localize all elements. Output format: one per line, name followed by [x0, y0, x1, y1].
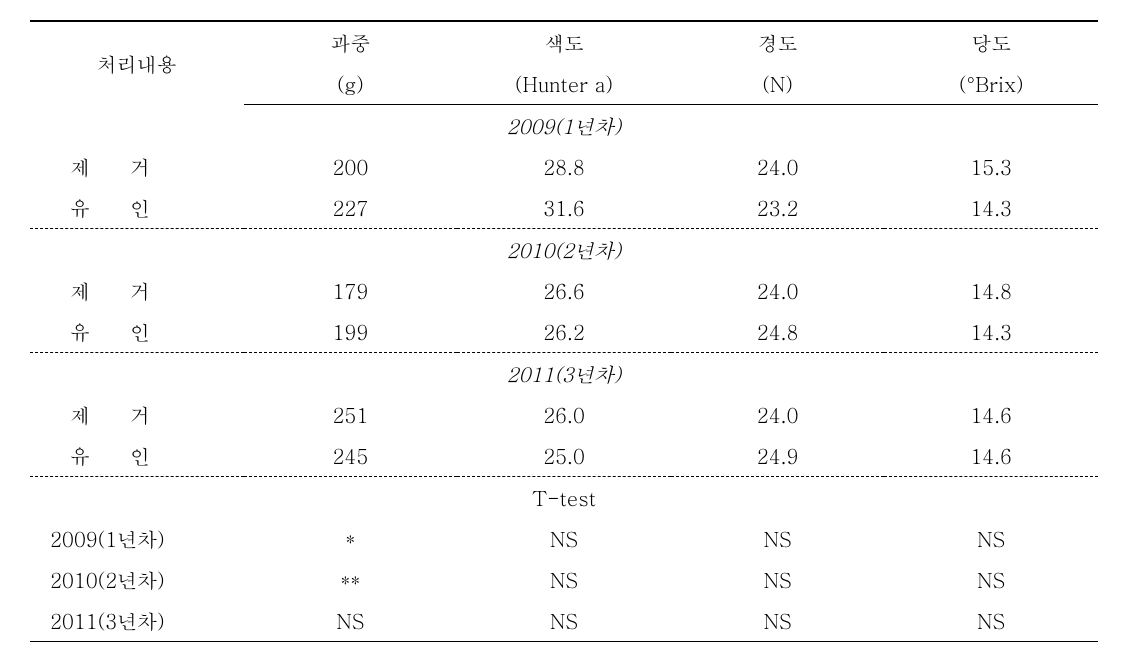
ttest-weight: NS	[244, 600, 458, 642]
cell-sugar: 14.3	[884, 187, 1098, 229]
cell-treatment: 제 거	[70, 276, 150, 305]
section-2009: 2009(1년차)	[30, 105, 1098, 147]
cell-hardness: 24.0	[671, 394, 885, 435]
ttest-hardness: NS	[671, 600, 885, 642]
cell-sugar: 14.3	[884, 311, 1098, 353]
table-row: 제 거 200 28.8 24.0 15.3	[30, 146, 1098, 187]
table-row: 유 인 199 26.2 24.8 14.3	[30, 311, 1098, 353]
ttest-hardness: NS	[671, 559, 885, 600]
header-sugar: 당도	[884, 21, 1098, 63]
section-2010: 2010(2년차)	[30, 229, 1098, 271]
cell-weight: 200	[244, 146, 458, 187]
cell-treatment: 제 거	[70, 152, 150, 181]
cell-sugar: 14.6	[884, 394, 1098, 435]
cell-hardness: 24.8	[671, 311, 885, 353]
cell-sugar: 15.3	[884, 146, 1098, 187]
header-weight-unit: (g)	[244, 63, 458, 105]
ttest-sugar: NS	[884, 600, 1098, 642]
cell-hardness: 23.2	[671, 187, 885, 229]
table-row: 제 거 251 26.0 24.0 14.6	[30, 394, 1098, 435]
ttest-hardness: NS	[671, 518, 885, 559]
cell-color: 31.6	[457, 187, 671, 229]
cell-treatment: 유 인	[70, 193, 150, 222]
ttest-year: 2010(2년차)	[30, 559, 244, 600]
cell-sugar: 14.8	[884, 270, 1098, 311]
table-row: 2009(1년차) * NS NS NS	[30, 518, 1098, 559]
cell-hardness: 24.9	[671, 435, 885, 477]
cell-weight: 245	[244, 435, 458, 477]
section-2011: 2011(3년차)	[30, 353, 1098, 395]
cell-treatment: 유 인	[70, 441, 150, 470]
cell-color: 26.0	[457, 394, 671, 435]
header-sugar-unit: (°Brix)	[884, 63, 1098, 105]
cell-hardness: 24.0	[671, 270, 885, 311]
header-color: 색도	[457, 21, 671, 63]
cell-weight: 199	[244, 311, 458, 353]
table-row: 제 거 179 26.6 24.0 14.8	[30, 270, 1098, 311]
ttest-sugar: NS	[884, 518, 1098, 559]
data-table: 처리내용 과중 색도 경도 당도 (g) (Hunter a) (N) (°Br…	[30, 20, 1098, 642]
header-color-unit: (Hunter a)	[457, 63, 671, 105]
cell-treatment: 제 거	[70, 400, 150, 429]
ttest-color: NS	[457, 518, 671, 559]
header-hardness-unit: (N)	[671, 63, 885, 105]
cell-sugar: 14.6	[884, 435, 1098, 477]
table-row: 2011(3년차) NS NS NS NS	[30, 600, 1098, 642]
ttest-sugar: NS	[884, 559, 1098, 600]
ttest-year: 2009(1년차)	[30, 518, 244, 559]
header-weight: 과중	[244, 21, 458, 63]
table-row: 유 인 227 31.6 23.2 14.3	[30, 187, 1098, 229]
table-row: 2010(2년차) ** NS NS NS	[30, 559, 1098, 600]
cell-color: 28.8	[457, 146, 671, 187]
ttest-weight: **	[244, 559, 458, 600]
table-row: 유 인 245 25.0 24.9 14.6	[30, 435, 1098, 477]
cell-weight: 179	[244, 270, 458, 311]
header-treatment: 처리내용	[30, 21, 244, 105]
cell-weight: 227	[244, 187, 458, 229]
cell-color: 25.0	[457, 435, 671, 477]
section-ttest: T-test	[30, 477, 1098, 519]
ttest-year: 2011(3년차)	[30, 600, 244, 642]
cell-treatment: 유 인	[70, 317, 150, 346]
cell-weight: 251	[244, 394, 458, 435]
ttest-weight: *	[244, 518, 458, 559]
cell-hardness: 24.0	[671, 146, 885, 187]
ttest-color: NS	[457, 600, 671, 642]
header-hardness: 경도	[671, 21, 885, 63]
cell-color: 26.6	[457, 270, 671, 311]
cell-color: 26.2	[457, 311, 671, 353]
ttest-color: NS	[457, 559, 671, 600]
